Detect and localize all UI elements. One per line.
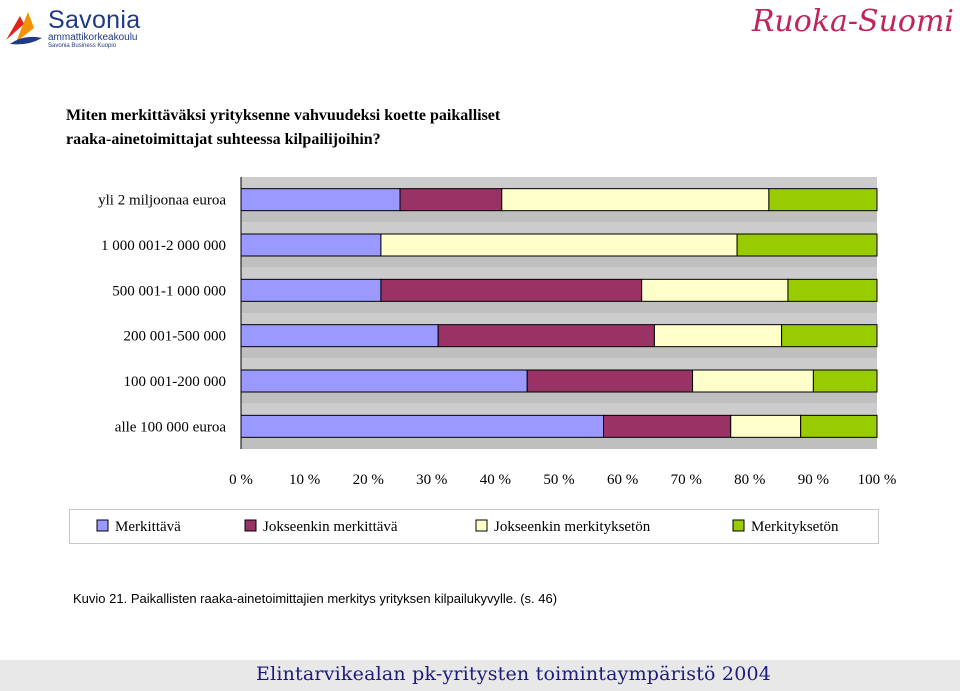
x-tick-label: 20 % bbox=[353, 472, 384, 488]
stacked-bar-chart: yli 2 miljoonaa euroa 1 000 001-2 000 000… bbox=[96, 177, 897, 535]
x-tick-label: 60 % bbox=[607, 472, 638, 488]
legend-swatch bbox=[475, 519, 488, 532]
category-label: 200 001-500 000 bbox=[124, 329, 227, 345]
bar-segment bbox=[787, 278, 878, 302]
bar-segment bbox=[399, 188, 503, 212]
x-tick-label: 10 % bbox=[289, 472, 320, 488]
legend-label: Jokseenkin merkityksetön bbox=[494, 519, 651, 535]
bar-segment bbox=[240, 369, 528, 393]
bar-segment bbox=[653, 324, 783, 348]
bar-segment bbox=[380, 233, 738, 257]
bar-segment bbox=[437, 324, 655, 348]
figure-caption: Kuvio 21. Paikallisten raaka-ainetoimitt… bbox=[73, 591, 557, 606]
question-line-2: raaka-ainetoimittajat suhteessa kilpaili… bbox=[66, 131, 381, 148]
bar-segment bbox=[781, 324, 878, 348]
bar-segment bbox=[240, 414, 605, 438]
x-tick-label: 100 % bbox=[858, 472, 897, 488]
bar-segment bbox=[240, 324, 439, 348]
logo-subtitle-2: Savonia Business Kuopio bbox=[48, 43, 117, 49]
question-title: Miten merkittäväksi yrityksenne vahvuude… bbox=[66, 104, 500, 152]
category-label: alle 100 000 euroa bbox=[115, 419, 227, 435]
question-line-1: Miten merkittäväksi yrityksenne vahvuude… bbox=[66, 107, 501, 124]
x-tick-label: 90 % bbox=[798, 472, 829, 488]
bar-segment bbox=[240, 278, 382, 302]
x-tick-label: 0 % bbox=[229, 472, 253, 488]
legend-frame bbox=[69, 509, 879, 544]
category-label: yli 2 miljoonaa euroa bbox=[98, 193, 226, 209]
brand-title: Ruoka-Suomi bbox=[751, 4, 954, 39]
category-label: 1 000 001-2 000 000 bbox=[101, 238, 226, 254]
legend-swatch bbox=[96, 519, 109, 532]
footer-title: Elintarvikealan pk-yritysten toimintaymp… bbox=[256, 663, 772, 685]
bar-segment bbox=[730, 414, 802, 438]
legend-label: Merkityksetön bbox=[751, 519, 839, 535]
category-label: 500 001-1 000 000 bbox=[112, 283, 226, 299]
logo-subtitle: ammattikorkeakoulu bbox=[48, 32, 138, 43]
savonia-logo-icon bbox=[6, 12, 42, 45]
legend-swatch bbox=[732, 519, 745, 532]
bar-segment bbox=[800, 414, 878, 438]
bar-segment bbox=[812, 369, 878, 393]
x-tick-label: 30 % bbox=[416, 472, 447, 488]
logo-name: Savonia bbox=[48, 6, 141, 34]
caption-text: Paikallisten raaka-ainetoimittajien merk… bbox=[127, 591, 558, 606]
x-tick-label: 70 % bbox=[671, 472, 702, 488]
x-tick-label: 80 % bbox=[734, 472, 765, 488]
bar-segment bbox=[501, 188, 770, 212]
bar-segment bbox=[240, 233, 382, 257]
bar-segment bbox=[603, 414, 732, 438]
bar-segment bbox=[526, 369, 694, 393]
legend-swatch bbox=[244, 519, 257, 532]
plot-area bbox=[240, 177, 877, 449]
bar-segment bbox=[736, 233, 878, 257]
caption-label: Kuvio 21. bbox=[73, 591, 128, 606]
x-tick-label: 50 % bbox=[543, 472, 574, 488]
bar-segment bbox=[380, 278, 643, 302]
bar-segment bbox=[240, 188, 401, 212]
legend-label: Merkittävä bbox=[115, 519, 181, 535]
bar-segment bbox=[641, 278, 789, 302]
footer-bar bbox=[0, 660, 960, 691]
x-tick-label: 40 % bbox=[480, 472, 511, 488]
bar-segment bbox=[768, 188, 878, 212]
savonia-logo: Savonia ammattikorkeakoulu Savonia Busin… bbox=[2, 4, 152, 49]
category-label: 100 001-200 000 bbox=[124, 374, 227, 390]
bar-segment bbox=[692, 369, 814, 393]
legend-label: Jokseenkin merkittävä bbox=[263, 519, 398, 535]
